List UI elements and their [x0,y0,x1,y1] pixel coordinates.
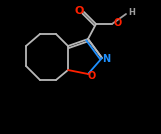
Text: O: O [113,18,121,28]
Text: O: O [88,71,96,81]
Text: N: N [102,54,110,64]
Text: O: O [74,6,84,16]
Text: H: H [128,8,135,16]
